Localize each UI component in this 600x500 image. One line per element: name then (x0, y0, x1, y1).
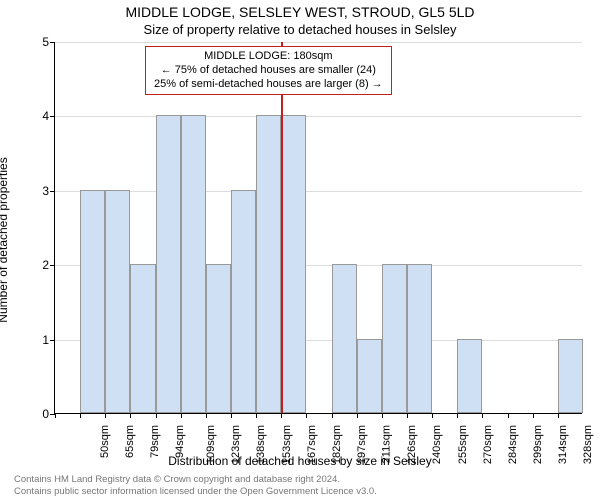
xtick-mark (105, 413, 106, 418)
xtick-mark (181, 413, 182, 418)
xtick-mark (382, 413, 383, 418)
gridline (55, 116, 582, 117)
ytick-label: 2 (42, 258, 49, 272)
bar (231, 190, 256, 413)
gridline (55, 191, 582, 192)
xtick-mark (482, 413, 483, 418)
bar (457, 339, 482, 413)
annotation-line2: ← 75% of detached houses are smaller (24… (154, 64, 383, 78)
bar (80, 190, 105, 413)
xtick-mark (231, 413, 232, 418)
xtick-mark (508, 413, 509, 418)
ytick-mark (50, 265, 55, 266)
ytick-label: 4 (42, 109, 49, 123)
bar (382, 264, 407, 413)
ytick-label: 3 (42, 184, 49, 198)
bar (256, 115, 281, 413)
ytick-mark (50, 340, 55, 341)
xtick-mark (206, 413, 207, 418)
y-axis-label: Number of detached properties (0, 75, 10, 240)
xtick-mark (457, 413, 458, 418)
bar (206, 264, 231, 413)
bar (105, 190, 130, 413)
ytick-label: 0 (42, 407, 49, 421)
marker-line (281, 42, 283, 413)
xtick-mark (156, 413, 157, 418)
ytick-mark (50, 42, 55, 43)
chart-title-line2: Size of property relative to detached ho… (0, 22, 600, 37)
bar (181, 115, 206, 413)
chart-container: MIDDLE LODGE, SELSLEY WEST, STROUD, GL5 … (0, 0, 600, 500)
xtick-mark (256, 413, 257, 418)
bar (156, 115, 181, 413)
chart-title-line1: MIDDLE LODGE, SELSLEY WEST, STROUD, GL5 … (0, 4, 600, 20)
bar (558, 339, 583, 413)
xtick-mark (130, 413, 131, 418)
annotation-line1: MIDDLE LODGE: 180sqm (154, 50, 383, 64)
footer-line2: Contains public sector information licen… (14, 486, 377, 498)
bar (332, 264, 357, 413)
xtick-mark (533, 413, 534, 418)
xtick-mark (558, 413, 559, 418)
xtick-mark (306, 413, 307, 418)
xtick-mark (432, 413, 433, 418)
bar (281, 115, 306, 413)
footer-line1: Contains HM Land Registry data © Crown c… (14, 474, 377, 486)
annotation-line3: 25% of semi-detached houses are larger (… (154, 78, 383, 92)
footer-attribution: Contains HM Land Registry data © Crown c… (14, 474, 377, 498)
bar (357, 339, 382, 413)
xtick-mark (281, 413, 282, 418)
x-axis-label: Distribution of detached houses by size … (0, 454, 600, 468)
ytick-label: 1 (42, 333, 49, 347)
xtick-mark (407, 413, 408, 418)
xtick-mark (332, 413, 333, 418)
ytick-label: 5 (42, 35, 49, 49)
xtick-mark (357, 413, 358, 418)
xtick-mark (55, 413, 56, 418)
xtick-mark (80, 413, 81, 418)
gridline (55, 42, 582, 43)
ytick-mark (50, 191, 55, 192)
plot-area: 01234550sqm65sqm79sqm94sqm109sqm123sqm13… (54, 42, 582, 414)
annotation-box: MIDDLE LODGE: 180sqm← 75% of detached ho… (145, 46, 392, 95)
bar (407, 264, 432, 413)
bar (130, 264, 155, 413)
ytick-mark (50, 116, 55, 117)
